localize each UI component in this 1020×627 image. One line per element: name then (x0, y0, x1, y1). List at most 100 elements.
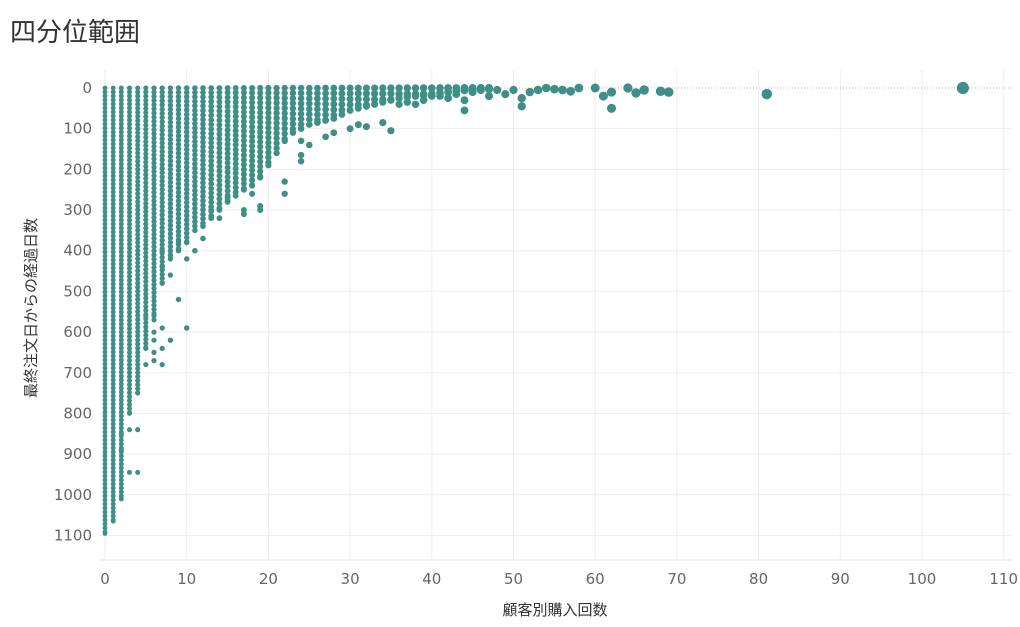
data-point (110, 205, 116, 211)
data-point (183, 133, 190, 140)
data-point (224, 183, 231, 190)
data-point (159, 106, 165, 112)
data-point (118, 169, 124, 175)
data-point (135, 223, 141, 229)
data-point (110, 297, 116, 303)
data-point (224, 99, 231, 105)
data-point (135, 304, 141, 311)
data-point (623, 83, 633, 93)
data-point (110, 457, 116, 463)
data-point (102, 377, 108, 383)
data-point (192, 178, 198, 185)
x-tick-label: 30 (341, 570, 360, 588)
data-point (192, 161, 198, 167)
data-point (135, 337, 141, 343)
data-point (216, 117, 223, 124)
data-point (102, 161, 108, 167)
data-point (110, 449, 116, 455)
data-point (110, 233, 116, 239)
data-point (216, 196, 223, 202)
data-point (297, 137, 305, 145)
data-point (126, 229, 133, 235)
data-point (200, 166, 206, 173)
data-point (118, 313, 124, 319)
x-tick-label: 20 (259, 570, 278, 588)
data-point (143, 336, 149, 342)
data-point (110, 157, 116, 163)
data-point (143, 229, 149, 235)
data-point (126, 386, 133, 392)
data-point (159, 186, 165, 193)
data-point (143, 114, 149, 120)
data-point (232, 127, 239, 134)
data-point (330, 90, 338, 97)
data-point (118, 317, 124, 323)
data-point (135, 280, 141, 286)
data-point (110, 121, 116, 127)
data-point (102, 281, 108, 287)
data-point (322, 90, 329, 97)
data-point (167, 209, 174, 216)
y-tick-label: 0 (82, 79, 92, 97)
data-point (167, 183, 174, 190)
data-point (192, 156, 198, 163)
data-point (135, 199, 141, 205)
data-point (126, 402, 133, 408)
data-point (183, 146, 190, 153)
data-point (110, 221, 116, 227)
data-point (126, 161, 133, 167)
data-point (143, 209, 149, 215)
data-point (126, 133, 133, 139)
data-point (192, 107, 198, 114)
data-point (297, 157, 305, 165)
data-point (102, 273, 108, 279)
data-point (151, 156, 157, 162)
y-tick-label: 600 (63, 323, 92, 341)
data-point (151, 202, 157, 208)
data-point (102, 531, 108, 536)
data-point (102, 453, 108, 459)
data-point (126, 153, 133, 159)
data-point (143, 221, 149, 227)
data-point (224, 173, 231, 180)
data-point (200, 223, 206, 230)
data-point (200, 175, 206, 182)
data-point (265, 114, 272, 121)
data-point (216, 126, 223, 133)
data-point (143, 85, 149, 91)
data-point (232, 184, 239, 191)
data-point (118, 145, 124, 151)
data-point (183, 89, 190, 96)
data-point (183, 212, 190, 219)
data-point (151, 122, 157, 129)
data-point (126, 297, 133, 303)
data-point (135, 361, 141, 367)
data-point (102, 433, 108, 439)
data-point (126, 317, 133, 324)
data-point (118, 89, 124, 95)
data-point (183, 116, 190, 122)
data-point (118, 481, 124, 487)
data-point (167, 166, 174, 173)
data-point (118, 185, 124, 191)
data-point (143, 200, 149, 206)
data-point (192, 143, 198, 149)
data-point (151, 298, 157, 304)
data-point (126, 129, 133, 135)
data-point (135, 248, 141, 254)
data-point (167, 158, 174, 164)
data-point (118, 149, 124, 155)
data-point (102, 449, 108, 455)
data-point (159, 165, 165, 172)
data-point (118, 385, 124, 391)
data-point (192, 174, 198, 180)
data-point (135, 227, 141, 233)
data-point (118, 441, 124, 447)
data-point (273, 114, 280, 122)
data-point (151, 185, 157, 191)
data-point (240, 85, 247, 91)
data-point (159, 169, 165, 176)
data-point (102, 181, 108, 187)
data-point (281, 190, 288, 197)
data-point (110, 197, 116, 203)
